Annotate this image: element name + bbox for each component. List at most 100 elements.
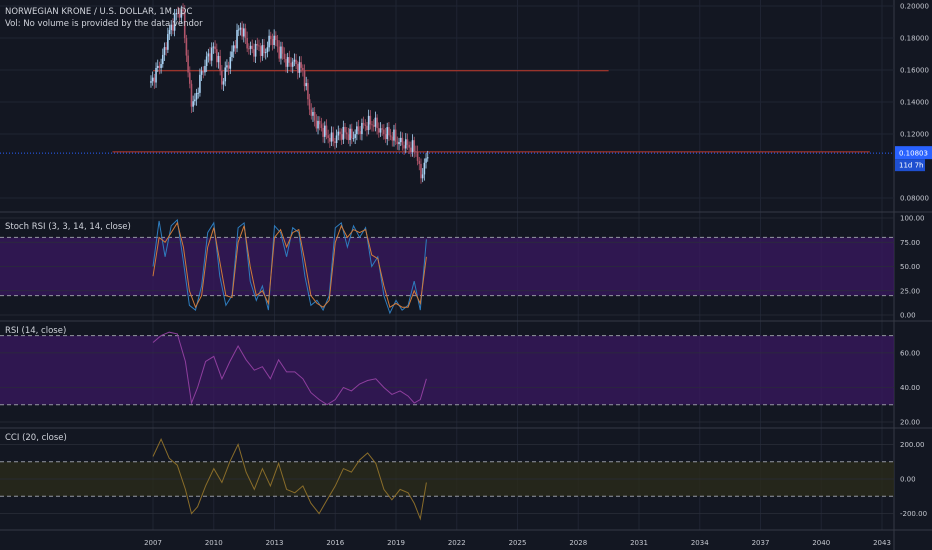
candle-body[interactable] [163, 47, 166, 55]
candle-body[interactable] [381, 128, 383, 130]
candle-body[interactable] [426, 157, 429, 159]
candle-body[interactable] [361, 122, 363, 135]
candle-body[interactable] [249, 45, 252, 49]
candle-body[interactable] [410, 147, 412, 153]
candle-body[interactable] [195, 92, 198, 100]
candle-body[interactable] [344, 126, 346, 133]
candle-body[interactable] [207, 53, 210, 57]
candle-body[interactable] [254, 43, 257, 57]
candle-body[interactable] [357, 126, 360, 132]
candle-body[interactable] [391, 136, 394, 141]
candle-body[interactable] [296, 64, 299, 73]
candle-body[interactable] [180, 9, 183, 18]
candle-body[interactable] [182, 9, 184, 11]
candle-body[interactable] [303, 70, 306, 87]
candle-body[interactable] [269, 35, 272, 40]
candle-body[interactable] [261, 45, 264, 56]
candle-body[interactable] [266, 47, 269, 53]
candle-body[interactable] [188, 72, 191, 84]
candle-body[interactable] [322, 127, 324, 137]
candle-body[interactable] [236, 29, 238, 49]
candle-body[interactable] [388, 127, 390, 136]
candle-body[interactable] [334, 141, 336, 143]
candle-body[interactable] [167, 34, 169, 50]
candle-body[interactable] [399, 137, 402, 143]
candle-body[interactable] [394, 129, 397, 142]
candle-body[interactable] [209, 53, 211, 61]
candle-body[interactable] [323, 125, 326, 137]
candle-body[interactable] [165, 47, 167, 50]
candle-body[interactable] [151, 77, 154, 82]
candle-body[interactable] [205, 56, 208, 67]
candle-body[interactable] [295, 59, 297, 65]
candle-body[interactable] [258, 45, 260, 47]
candle-body[interactable] [187, 55, 189, 73]
candle-body[interactable] [377, 128, 380, 133]
candle-body[interactable] [224, 67, 227, 82]
candle-body[interactable] [264, 52, 267, 54]
candle-body[interactable] [330, 132, 333, 142]
candle-body[interactable] [350, 128, 353, 139]
candle-body[interactable] [280, 46, 282, 59]
candle-body[interactable] [293, 59, 296, 62]
candle-body[interactable] [401, 137, 404, 146]
candle-body[interactable] [150, 81, 152, 83]
candle-body[interactable] [177, 12, 179, 14]
series-line-k[interactable] [152, 218, 427, 315]
candle-body[interactable] [367, 115, 370, 131]
series-line-rsi[interactable] [152, 331, 427, 406]
candle-body[interactable] [246, 37, 248, 49]
candle-body[interactable] [226, 65, 228, 68]
candle-body[interactable] [214, 46, 216, 50]
candle-body[interactable] [210, 47, 213, 61]
candle-body[interactable] [420, 163, 422, 179]
candle-body[interactable] [313, 111, 316, 121]
candle-body[interactable] [374, 117, 377, 127]
candle-body[interactable] [194, 99, 196, 102]
candle-body[interactable] [302, 67, 304, 71]
candle-body[interactable] [256, 43, 259, 46]
candle-body[interactable] [231, 51, 233, 58]
candle-body[interactable] [354, 134, 356, 139]
candle-body[interactable] [337, 131, 340, 136]
candle-body[interactable] [403, 145, 405, 149]
candle-body[interactable] [386, 127, 389, 140]
candle-body[interactable] [406, 139, 409, 145]
symbol-legend[interactable]: NORWEGIAN KRONE / U.S. DOLLAR, 1M, IDC [5, 7, 193, 17]
candle-body[interactable] [237, 29, 240, 31]
candle-body[interactable] [415, 151, 417, 153]
candle-body[interactable] [161, 54, 164, 65]
candle-body[interactable] [408, 144, 410, 148]
candle-body[interactable] [404, 139, 407, 149]
stoch-rsi-legend[interactable]: Stoch RSI (3, 3, 14, 14, close) [5, 222, 131, 232]
candle-body[interactable] [285, 58, 287, 67]
cci-legend[interactable]: CCI (20, close) [5, 433, 67, 443]
candle-body[interactable] [352, 138, 355, 139]
candle-body[interactable] [307, 83, 309, 100]
candle-body[interactable] [356, 126, 358, 135]
candle-body[interactable] [366, 125, 368, 131]
candle-body[interactable] [153, 77, 156, 83]
candle-body[interactable] [384, 134, 387, 140]
candle-body[interactable] [173, 14, 176, 31]
candle-body[interactable] [383, 129, 385, 135]
candle-body[interactable] [192, 101, 194, 107]
candle-body[interactable] [219, 55, 221, 71]
candle-body[interactable] [155, 67, 157, 83]
candle-body[interactable] [300, 62, 302, 68]
candle-body[interactable] [359, 131, 362, 135]
candle-body[interactable] [315, 120, 318, 129]
candle-body[interactable] [232, 45, 235, 52]
candle-body[interactable] [253, 49, 255, 57]
candle-body[interactable] [349, 128, 351, 141]
candle-body[interactable] [170, 24, 173, 31]
candle-body[interactable] [308, 99, 311, 110]
candle-body[interactable] [286, 57, 289, 67]
series-line-d[interactable] [152, 221, 427, 309]
candle-body[interactable] [335, 135, 338, 143]
candle-body[interactable] [217, 55, 220, 63]
candle-body[interactable] [421, 174, 424, 179]
candle-body[interactable] [310, 109, 313, 116]
candle-body[interactable] [244, 28, 247, 38]
